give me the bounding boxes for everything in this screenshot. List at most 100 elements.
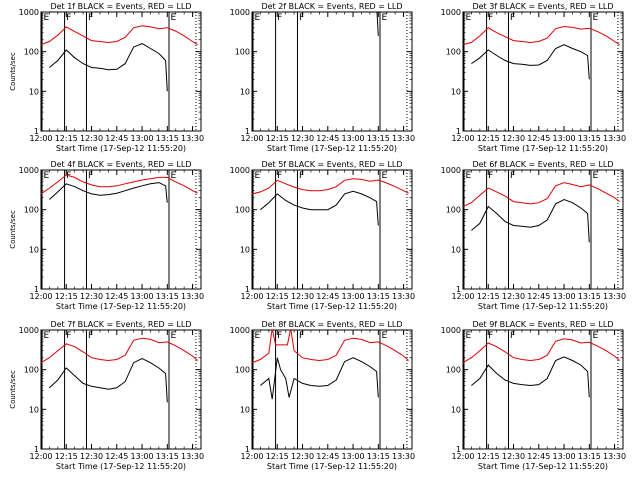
x-tick-label: 13:00 (553, 452, 576, 461)
x-tick-label: 12:30 (502, 452, 525, 461)
x-tick-label: 12:15 (55, 452, 78, 461)
y-tick-label: 100 (235, 48, 250, 57)
chart-title: Det 9f BLACK = Events, RED = LLD (472, 320, 613, 329)
x-tick-label: 12:45 (316, 292, 339, 301)
x-axis-label: Start Time (17-Sep-12 11:55:20) (56, 144, 186, 153)
x-tick-label: 13:30 (392, 134, 415, 143)
events-line (260, 190, 379, 226)
interval-marker-label: E (466, 331, 472, 341)
y-tick-label: 1000 (19, 326, 39, 335)
interval-marker-label: E (593, 171, 599, 181)
x-tick-label: 13:30 (392, 452, 415, 461)
chart-title: Det 7f BLACK = Events, RED = LLD (50, 320, 191, 329)
x-tick-label: 12:00 (29, 134, 52, 143)
interval-marker-label: E (44, 171, 50, 181)
x-axis-label: Start Time (17-Sep-12 11:55:20) (267, 462, 397, 471)
y-tick-label: 10 (240, 87, 250, 96)
x-tick-label: 12:45 (316, 452, 339, 461)
x-tick-label: 13:30 (603, 452, 626, 461)
y-tick-label: 100 (24, 48, 39, 57)
events-line (49, 182, 168, 203)
y-axis-label: Counts/sec (9, 210, 17, 249)
data-series-group (41, 174, 198, 203)
chart-panel-8: Det 8f BLACK = Events, RED = LLD 1 10 100 10… (230, 320, 415, 471)
y-tick-label: 100 (446, 366, 461, 375)
x-axis-label: Start Time (17-Sep-12 11:55:20) (478, 462, 608, 471)
x-tick-label: 12:30 (291, 134, 314, 143)
x-tick-label: 12:15 (266, 452, 289, 461)
y-tick-label: 1 (34, 285, 39, 294)
y-axis-label: Counts/sec (9, 370, 17, 409)
y-tick-label: 1000 (441, 166, 461, 175)
x-tick-label: 13:15 (156, 452, 179, 461)
lld-line (252, 178, 409, 195)
events-line (260, 357, 379, 400)
interval-marker-label: F (88, 331, 93, 341)
x-tick-label: 13:30 (392, 292, 415, 301)
chart-title: Det 1f BLACK = Events, RED = LLD (50, 2, 191, 11)
y-tick-label: 10 (240, 405, 250, 414)
data-series-group (252, 178, 409, 226)
x-tick-label: 12:00 (240, 292, 263, 301)
x-axis-label: Start Time (17-Sep-12 11:55:20) (56, 462, 186, 471)
y-tick-label: 10 (451, 405, 461, 414)
events-line (471, 198, 590, 243)
x-tick-label: 12:30 (291, 292, 314, 301)
x-tick-label: 13:00 (131, 134, 154, 143)
lld-line (41, 174, 198, 195)
x-tick-label: 12:30 (502, 292, 525, 301)
y-tick-label: 1 (34, 127, 39, 136)
interval-marker-label: E (171, 331, 177, 341)
data-series-group (463, 338, 620, 398)
events-line (49, 358, 168, 403)
y-tick-label: 100 (24, 206, 39, 215)
x-tick-label: 13:00 (342, 452, 365, 461)
x-tick-label: 12:45 (105, 452, 128, 461)
x-tick-label: 12:15 (477, 292, 500, 301)
x-axis-label: Start Time (17-Sep-12 11:55:20) (267, 302, 397, 311)
interval-marker-label: E (382, 13, 388, 23)
chart-panel-3: Det 3f BLACK = Events, RED = LLD 1 10 100 10… (441, 2, 626, 153)
interval-marker-label: E (255, 171, 261, 181)
interval-marker-label: E (466, 171, 472, 181)
interval-marker-label: F (277, 171, 282, 181)
interval-marker-label: F (510, 13, 515, 23)
y-tick-label: 1000 (441, 326, 461, 335)
lld-line (463, 182, 620, 207)
plot-frame (40, 11, 202, 132)
y-tick-label: 1 (456, 285, 461, 294)
chart-panel-6: Det 6f BLACK = Events, RED = LLD 1 10 100 10… (441, 160, 626, 311)
x-tick-label: 13:30 (181, 134, 204, 143)
x-tick-label: 12:15 (55, 134, 78, 143)
chart-panel-9: Det 9f BLACK = Events, RED = LLD 1 10 100 10… (441, 320, 626, 471)
lld-line (41, 25, 198, 46)
x-tick-label: 13:30 (603, 134, 626, 143)
plot-frame (462, 11, 624, 132)
x-tick-label: 13:00 (342, 292, 365, 301)
x-tick-label: 12:00 (451, 452, 474, 461)
y-tick-label: 10 (29, 405, 39, 414)
plot-frame (251, 11, 413, 132)
chart-panel-7: Det 7f BLACK = Events, RED = LLD 1 10 100 10… (9, 320, 204, 471)
x-tick-label: 12:45 (105, 134, 128, 143)
y-tick-label: 1000 (19, 8, 39, 17)
plot-frame (40, 329, 202, 450)
y-axis-label: Counts/sec (9, 52, 17, 91)
events-line (49, 43, 168, 92)
y-tick-label: 100 (235, 366, 250, 375)
lld-line (41, 337, 198, 364)
x-tick-label: 13:15 (156, 292, 179, 301)
interval-marker-label: E (593, 13, 599, 23)
interval-marker-label: F (277, 331, 282, 341)
x-tick-label: 12:45 (527, 134, 550, 143)
y-tick-label: 1000 (441, 8, 461, 17)
y-tick-label: 100 (235, 206, 250, 215)
events-line (471, 356, 590, 398)
lld-line (252, 330, 409, 364)
x-tick-label: 13:30 (181, 292, 204, 301)
x-tick-label: 12:30 (80, 292, 103, 301)
interval-marker-label: F (88, 13, 93, 23)
x-axis-label: Start Time (17-Sep-12 11:55:20) (56, 302, 186, 311)
x-tick-label: 13:15 (578, 452, 601, 461)
x-tick-label: 12:45 (527, 452, 550, 461)
